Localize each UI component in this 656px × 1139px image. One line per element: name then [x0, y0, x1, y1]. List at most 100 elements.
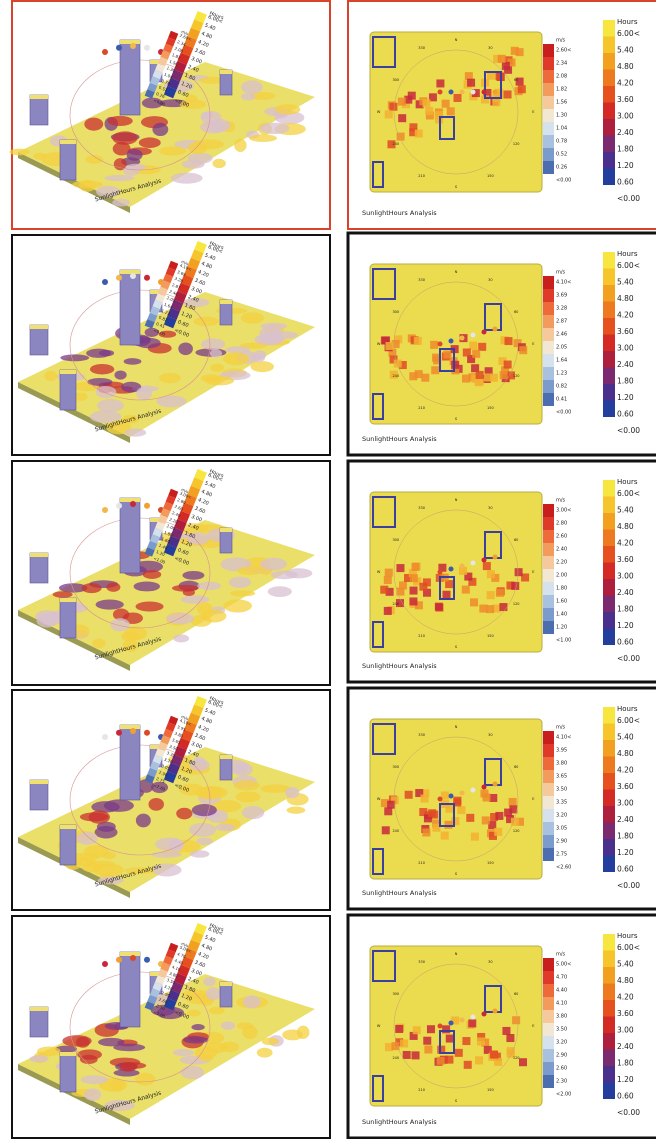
legend-swatch: [543, 582, 554, 595]
legend-swatch: [167, 762, 180, 775]
compass-label: N: [455, 38, 458, 42]
legend-label: 2.40: [617, 1042, 634, 1051]
shadow-blob: [180, 595, 210, 604]
shadow-cell: [411, 562, 420, 571]
shadow-blob: [148, 797, 164, 811]
legend-label: 5.40: [617, 733, 634, 742]
legend-swatch: [603, 546, 615, 563]
shadow-cell: [402, 1050, 411, 1059]
shadow-blob: [235, 791, 261, 803]
sun-position: [144, 502, 150, 509]
shadow-cell: [494, 1057, 503, 1066]
building-top: [60, 598, 76, 602]
legend-swatch: [163, 501, 174, 512]
shadow-cell: [412, 1026, 421, 1035]
building-top: [60, 370, 76, 374]
sun-path: [393, 49, 519, 175]
legend-label: 2.87: [556, 319, 567, 325]
shadow-cell: [396, 587, 405, 596]
legend-swatch: [543, 135, 554, 148]
plan-panel: N 330 30 300 60 W E 240 120 210 150 Sm/s 5.00< 4.70 4.…: [346, 913, 656, 1139]
compass-label: E: [532, 1024, 534, 1028]
shadow-cell: [414, 370, 423, 379]
sun-position: [470, 89, 476, 95]
legend-swatch: [163, 273, 174, 284]
legend-label: 4.20: [617, 766, 634, 775]
legend-swatch: [180, 502, 194, 515]
legend-swatch: [543, 504, 554, 517]
building: [59, 369, 77, 411]
shadow-cell: [492, 604, 501, 613]
shadow-blob: [240, 92, 256, 101]
legend-label: 3.60: [617, 327, 634, 336]
caption: SunlightHours Analysis: [362, 209, 437, 217]
sun-position: [102, 279, 108, 285]
legend-label: 1.56: [169, 59, 180, 67]
shadow-cell: [409, 128, 418, 137]
shadow-cell: [495, 90, 504, 99]
legend-swatch: [543, 757, 554, 770]
legend-swatch: [543, 122, 554, 135]
shadow-cell: [475, 370, 484, 379]
legend-swatch: [170, 299, 184, 312]
legend-swatch: [543, 835, 554, 848]
legend-swatch: [603, 400, 615, 417]
legend-label: 2.40: [556, 547, 567, 553]
legend-swatch: [603, 285, 615, 302]
legend-swatch: [144, 1001, 155, 1011]
shadow-cell: [478, 342, 487, 351]
legend-label: 3.95: [176, 724, 187, 732]
legend-label: 6.00<: [617, 261, 640, 270]
legend-swatch: [190, 931, 204, 944]
shadow-blob: [172, 584, 199, 592]
building-top: [60, 1052, 76, 1056]
legend-label: 0.26: [155, 91, 166, 99]
legend-swatch: [543, 393, 554, 406]
legend-label: 1.80: [183, 985, 196, 995]
legend-swatch: [543, 1023, 554, 1036]
legend-swatch: [543, 809, 554, 822]
legend-swatch: [165, 949, 176, 959]
shadow-cell: [446, 107, 455, 116]
legend-swatch: [157, 56, 168, 67]
legend-label: 4.80: [200, 716, 213, 726]
legend-swatch: [160, 50, 171, 60]
shadow-blob: [205, 987, 222, 1001]
legend-unit: m/s: [181, 714, 190, 721]
shadow-blob: [158, 330, 177, 338]
site-plate: [18, 292, 315, 437]
shadow-cell: [380, 585, 389, 594]
shadow-blob: [110, 618, 130, 632]
compass-label: N: [455, 270, 458, 274]
sun-position: [481, 557, 487, 563]
shadow-blob: [136, 386, 153, 401]
shadow-cell: [434, 111, 443, 120]
compass-label: 30: [488, 960, 492, 964]
sun-position: [102, 961, 108, 967]
render-legend: Hours6.00<5.404.804.203.603.002.401.801.…: [163, 240, 225, 339]
legend-swatch: [165, 37, 176, 47]
sun-position: [481, 89, 487, 95]
sun-position: [116, 44, 122, 51]
shadow-blob: [120, 1062, 147, 1069]
legend-swatch: [160, 962, 171, 972]
legend-swatch: [177, 737, 191, 750]
legend-label: 1.20: [180, 81, 193, 91]
plan-panel: N 330 30 300 60 W E 240 120 210 150 Sm/s 3.00< 2.80 2.…: [346, 459, 656, 684]
legend-swatch: [543, 1062, 554, 1075]
legend-swatch: [543, 770, 554, 783]
render-wind-legend: m/s4.10<3.693.282.872.462.051.641.230.82…: [144, 259, 192, 337]
shadow-blob: [201, 609, 227, 623]
legend-label: 1.80: [163, 530, 174, 538]
legend-label: 6.00<: [617, 29, 640, 38]
legend-label: 0.60: [617, 178, 634, 187]
shadow-blob: [260, 784, 291, 793]
shadow-cell: [463, 1060, 472, 1069]
legend-swatch: [155, 975, 166, 985]
site-plate: [18, 62, 315, 207]
legend-swatch: [147, 312, 158, 323]
legend-swatch: [168, 942, 179, 953]
legend-swatch: [603, 579, 615, 596]
legend-swatch: [603, 983, 615, 1000]
legend-swatch: [168, 30, 179, 41]
